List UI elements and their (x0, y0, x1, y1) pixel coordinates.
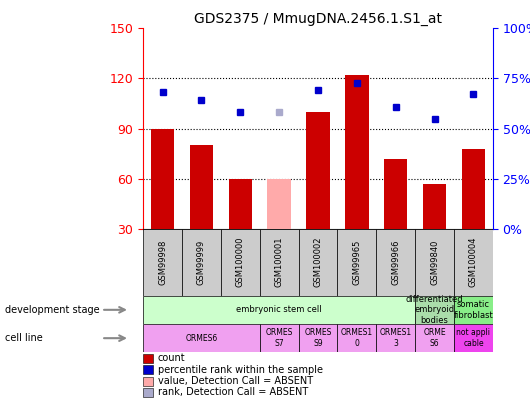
Text: GSM100000: GSM100000 (236, 237, 245, 288)
Text: GSM99966: GSM99966 (391, 239, 400, 285)
Bar (151, 129, 174, 229)
Bar (143, 324, 260, 352)
Bar (306, 112, 330, 229)
Bar (298, 229, 338, 296)
Text: ORMES
S9: ORMES S9 (304, 328, 332, 348)
Bar (415, 324, 454, 352)
Text: GSM99840: GSM99840 (430, 239, 439, 285)
Bar (268, 179, 291, 229)
Text: somatic
fibroblast: somatic fibroblast (454, 300, 493, 320)
Bar (143, 296, 415, 324)
Text: not appli
cable: not appli cable (456, 328, 490, 348)
Bar (462, 149, 485, 229)
Bar (376, 324, 415, 352)
Text: ORMES6: ORMES6 (186, 334, 217, 343)
Bar (415, 296, 454, 324)
Bar (376, 229, 415, 296)
Text: GSM99965: GSM99965 (352, 239, 361, 285)
Text: embryonic stem cell: embryonic stem cell (236, 305, 322, 314)
Bar (260, 324, 298, 352)
Text: percentile rank within the sample: percentile rank within the sample (158, 365, 323, 375)
Text: rank, Detection Call = ABSENT: rank, Detection Call = ABSENT (158, 388, 308, 397)
Text: count: count (158, 354, 186, 363)
Bar (345, 75, 368, 229)
Text: GSM99998: GSM99998 (158, 239, 167, 285)
Bar (228, 179, 252, 229)
Title: GDS2375 / MmugDNA.2456.1.S1_at: GDS2375 / MmugDNA.2456.1.S1_at (194, 12, 442, 26)
Text: differentiated
embryoid
bodies: differentiated embryoid bodies (406, 295, 463, 325)
Bar (190, 145, 213, 229)
Text: ORMES
S7: ORMES S7 (266, 328, 293, 348)
Bar (423, 184, 446, 229)
Text: development stage: development stage (5, 305, 100, 315)
Text: ORME
S6: ORME S6 (423, 328, 446, 348)
Bar (143, 229, 182, 296)
Bar (182, 229, 221, 296)
Text: GSM100004: GSM100004 (469, 237, 478, 288)
Text: GSM100001: GSM100001 (275, 237, 284, 288)
Bar (384, 159, 408, 229)
Text: value, Detection Call = ABSENT: value, Detection Call = ABSENT (158, 376, 313, 386)
Bar (221, 229, 260, 296)
Bar (298, 324, 338, 352)
Bar (454, 229, 493, 296)
Bar (338, 324, 376, 352)
Text: GSM100002: GSM100002 (314, 237, 322, 288)
Bar (415, 229, 454, 296)
Bar (454, 324, 493, 352)
Text: GSM99999: GSM99999 (197, 240, 206, 285)
Bar (454, 296, 493, 324)
Text: cell line: cell line (5, 333, 43, 343)
Bar (338, 229, 376, 296)
Text: ORMES1
3: ORMES1 3 (379, 328, 412, 348)
Text: ORMES1
0: ORMES1 0 (341, 328, 373, 348)
Bar (260, 229, 298, 296)
